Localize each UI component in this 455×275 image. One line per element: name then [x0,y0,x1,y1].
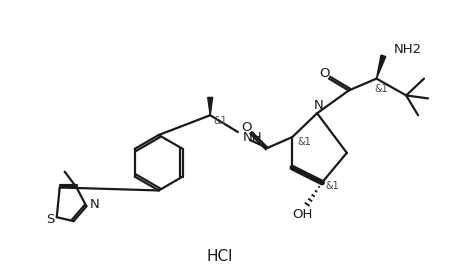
Text: NH2: NH2 [393,43,420,56]
Text: N: N [89,198,99,211]
Text: &1: &1 [297,137,310,147]
Text: O: O [318,67,329,80]
Text: &1: &1 [374,84,388,94]
Text: NH: NH [243,131,262,144]
Text: N: N [313,99,323,112]
Text: S: S [46,213,55,226]
Polygon shape [376,55,385,79]
Text: HCl: HCl [207,249,233,264]
Text: OH: OH [291,208,312,221]
Text: &1: &1 [213,116,227,126]
Text: &1: &1 [324,180,338,191]
Text: O: O [241,121,252,134]
Polygon shape [207,97,212,115]
